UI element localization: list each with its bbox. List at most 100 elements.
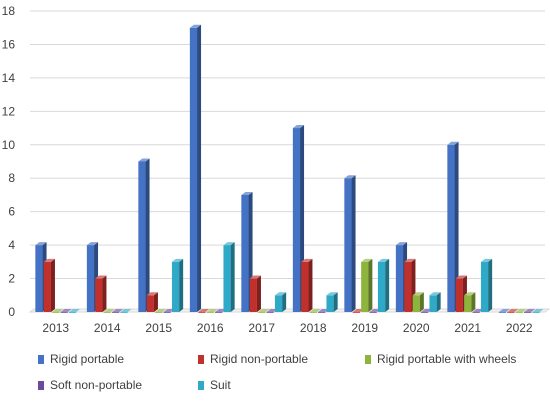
bar-front [309, 312, 317, 313]
bar-front [472, 312, 480, 313]
bar-top [326, 292, 338, 296]
bar-front [480, 261, 489, 312]
bar-side [102, 275, 107, 312]
bar-front [206, 312, 214, 313]
y-tick-label: 4 [8, 238, 15, 252]
bar [146, 292, 158, 312]
bar-top [171, 258, 184, 262]
bar-side [230, 242, 235, 312]
bar-side [471, 292, 476, 312]
bar-top [206, 309, 218, 312]
x-tick-label: 2020 [403, 321, 430, 335]
bar [171, 258, 184, 312]
bar-top [249, 275, 261, 279]
bar-front [120, 312, 128, 313]
bar-side [454, 141, 459, 312]
y-tick-label: 2 [8, 272, 15, 286]
bar-top [404, 258, 416, 262]
bar [447, 141, 459, 312]
bar-front [43, 261, 51, 312]
bar [326, 292, 338, 312]
bar-front [507, 312, 515, 313]
bar-top [155, 309, 167, 312]
legend-swatch [198, 381, 204, 390]
bar [464, 292, 476, 312]
legend-swatch [38, 381, 44, 390]
bar-front [318, 312, 326, 313]
bar [68, 309, 81, 313]
legend-item: Suit [198, 378, 231, 392]
bar-front [198, 312, 206, 313]
bar [344, 175, 356, 312]
bar [52, 309, 64, 313]
x-tick-label: 2013 [42, 321, 69, 335]
bar-front [301, 261, 309, 312]
x-tick-label: 2022 [506, 321, 533, 335]
bar-front [455, 278, 463, 312]
bar-top [515, 309, 527, 312]
bar-top [198, 309, 210, 312]
bar-front [352, 312, 360, 313]
bar-front [395, 245, 404, 312]
bar [95, 275, 107, 312]
legend-label: Soft non-portable [50, 378, 142, 392]
bar-top [274, 292, 287, 296]
bar-top [464, 292, 476, 296]
y-tick-label: 14 [2, 71, 16, 85]
bar-front [241, 194, 249, 312]
bar-front [171, 261, 180, 312]
y-tick-label: 10 [2, 138, 16, 152]
bar [429, 292, 441, 312]
bar-side [282, 292, 287, 312]
bar-front [369, 312, 377, 313]
bar-front [361, 261, 369, 312]
bar [189, 24, 202, 312]
legend-item: Rigid portable [38, 352, 124, 366]
bar-front [524, 312, 532, 313]
legend-item: Rigid portable with wheels [365, 352, 516, 366]
bar [258, 309, 270, 313]
bar [43, 258, 55, 312]
legend-swatch [38, 355, 44, 364]
bar-front [404, 261, 412, 312]
legend-label: Rigid non-portable [210, 352, 308, 366]
bar-front [95, 278, 103, 312]
bar-side [179, 258, 184, 312]
legend-label: Suit [210, 378, 231, 392]
bar [249, 275, 261, 312]
bar [507, 309, 519, 313]
bar-front [292, 128, 301, 312]
bar-side [488, 258, 493, 312]
bar-front [344, 178, 352, 312]
bar [274, 292, 287, 312]
bar-top [103, 309, 115, 312]
bar-side [145, 158, 150, 312]
bar-front [464, 295, 472, 312]
legend-label: Rigid portable with wheels [377, 352, 516, 366]
bar-front [266, 312, 274, 313]
bar [138, 158, 150, 312]
bar [301, 258, 313, 312]
bar-side [419, 292, 424, 312]
bar-top [241, 191, 253, 195]
bar-top [112, 309, 124, 312]
bar [198, 309, 210, 313]
bar [532, 309, 544, 313]
bar [103, 309, 115, 313]
bar-side [50, 258, 55, 312]
bar-front [146, 295, 154, 312]
bar-top [344, 175, 356, 179]
bar-side [308, 258, 313, 312]
bar-top [258, 309, 270, 312]
bar-top [361, 258, 373, 262]
y-tick-label: 8 [8, 171, 15, 185]
bar-side [256, 275, 261, 312]
bar-front [215, 312, 223, 313]
bar-top [301, 258, 313, 262]
bar-top [429, 292, 441, 296]
bar-front [60, 312, 68, 313]
bar [480, 258, 493, 312]
bar-side [153, 292, 158, 312]
